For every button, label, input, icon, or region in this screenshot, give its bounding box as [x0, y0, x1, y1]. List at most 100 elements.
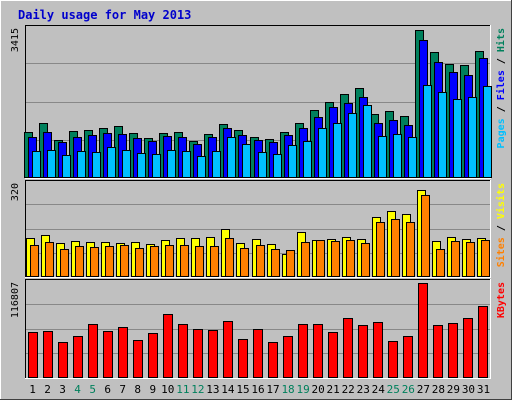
x-tick-label: 18 [281, 383, 294, 396]
x-tick-label: 7 [119, 383, 126, 396]
x-tick-label: 14 [221, 383, 235, 396]
x-tick-label: 2 [44, 383, 51, 396]
bar-kbytes [88, 324, 98, 378]
bar-kbytes [148, 333, 158, 378]
x-axis-labels: 1 2 3 4 5 6 7 8 9 10 11 12 13 14 15 16 17 18 19 20 21 22 23 24 2… [29, 383, 490, 396]
bar-sites [256, 245, 265, 277]
bar-sites [331, 241, 340, 277]
bar-sites [391, 219, 400, 277]
bar-kbytes [343, 318, 353, 378]
bar-kbytes [463, 318, 473, 378]
x-tick-label: 4 [74, 383, 81, 396]
panel-legend: Pages / Files / Hits [495, 28, 507, 148]
bar-sites [30, 245, 39, 277]
bar-sites [240, 248, 249, 277]
bar-pages [167, 150, 176, 178]
bar-pages [393, 134, 402, 178]
x-tick-label: 1 [29, 383, 36, 396]
bar-pages [318, 128, 327, 178]
bar-sites [150, 246, 159, 277]
bar-sites [361, 243, 370, 277]
bar-sites [436, 249, 445, 277]
x-tick-label: 27 [417, 383, 430, 396]
x-tick-label: 26 [402, 383, 415, 396]
bar-sites [45, 242, 54, 277]
bar-pages [227, 137, 236, 178]
legend-entry-hits: Hits [495, 28, 507, 52]
bar-pages [182, 151, 191, 178]
x-tick-label: 30 [462, 383, 475, 396]
panel-middle: 320 Sites / Visits [10, 180, 507, 278]
bar-pages [77, 151, 86, 178]
bar-kbytes [448, 323, 458, 378]
panel-legend: Sites / Visits [495, 183, 507, 267]
bar-kbytes [283, 336, 293, 378]
x-tick-label: 19 [296, 383, 309, 396]
bar-kbytes [313, 324, 323, 378]
bar-pages [303, 141, 312, 178]
x-tick-label: 24 [372, 383, 386, 396]
x-tick-label: 8 [134, 383, 141, 396]
bar-kbytes [433, 325, 443, 378]
x-tick-label: 10 [161, 383, 174, 396]
x-tick-label: 12 [191, 383, 204, 396]
bar-sites [105, 246, 114, 277]
x-tick-label: 29 [447, 383, 460, 396]
bar-sites [481, 240, 490, 277]
x-tick-label: 20 [312, 383, 325, 396]
bar-kbytes [178, 324, 188, 378]
bar-pages [107, 147, 116, 178]
bar-kbytes [418, 283, 428, 378]
bar-kbytes [403, 336, 413, 378]
bar-kbytes [58, 342, 68, 378]
bar-pages [363, 105, 372, 178]
x-tick-label: 28 [432, 383, 445, 396]
bar-sites [271, 249, 280, 277]
bar-sites [60, 249, 69, 277]
x-tick-label: 16 [251, 383, 264, 396]
x-tick-label: 5 [89, 383, 96, 396]
legend-separator: / [496, 52, 507, 70]
bar-kbytes [328, 332, 338, 378]
x-tick-label: 13 [206, 383, 219, 396]
bar-sites [316, 240, 325, 277]
bar-kbytes [223, 321, 233, 378]
bar-kbytes [43, 331, 53, 378]
bar-kbytes [358, 325, 368, 378]
bar-sites [120, 245, 129, 277]
legend-entry-files: Files [495, 70, 507, 100]
bar-kbytes [253, 329, 263, 378]
bar-sites [75, 246, 84, 277]
bar-pages [62, 155, 71, 178]
bar-sites [346, 240, 355, 277]
x-tick-label: 3 [59, 383, 66, 396]
bar-sites [376, 222, 385, 277]
bar-pages [197, 156, 206, 178]
x-tick-label: 25 [387, 383, 400, 396]
bar-kbytes [133, 340, 143, 378]
panel-bottom: 116807 KBytes [10, 279, 507, 379]
bar-sites [406, 222, 415, 277]
panel-legend: KBytes [496, 282, 507, 318]
bar-sites [195, 246, 204, 277]
bar-kbytes [73, 336, 83, 378]
bar-sites [210, 246, 219, 277]
bar-pages [378, 136, 387, 178]
bar-pages [333, 123, 342, 178]
x-tick-label: 15 [236, 383, 249, 396]
bar-sites [301, 242, 310, 277]
bar-pages [453, 99, 462, 178]
bar-pages [423, 85, 432, 178]
bar-pages [92, 152, 101, 178]
legend-entry-pages: Pages [496, 118, 507, 148]
bar-pages [122, 150, 131, 178]
legend-separator: / [496, 219, 507, 237]
bar-sites [421, 195, 430, 277]
bar-sites [135, 248, 144, 277]
bar-pages [212, 151, 221, 178]
bar-kbytes [28, 332, 38, 378]
bar-sites [451, 241, 460, 277]
bar-pages [242, 144, 251, 178]
bar-pages [273, 154, 282, 178]
